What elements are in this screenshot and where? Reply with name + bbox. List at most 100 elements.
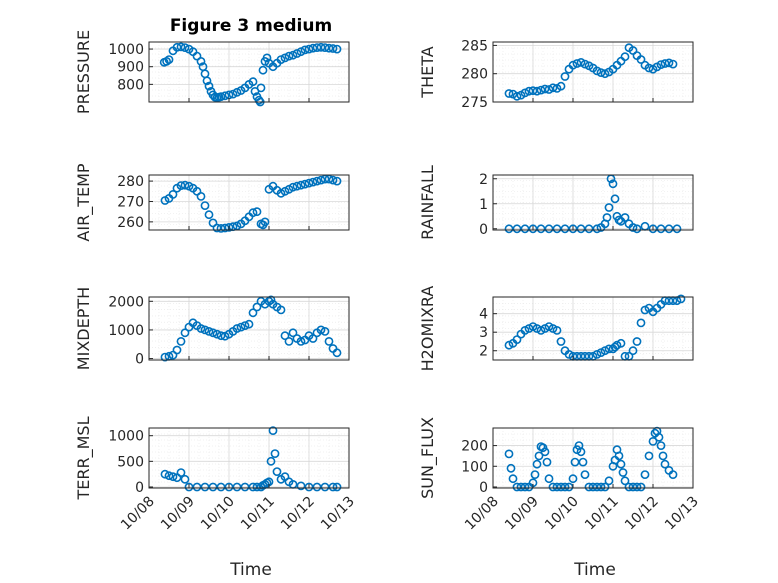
data-point — [252, 302, 262, 312]
x-tick-label: 10/10 — [542, 494, 582, 534]
data-point — [276, 55, 286, 64]
data-point — [552, 325, 562, 335]
y-tick-label: 285 — [461, 38, 488, 54]
data-point — [658, 451, 668, 461]
data-point — [252, 207, 262, 217]
y-tick-label: 280 — [461, 67, 488, 83]
x-tick-label: 10/12 — [622, 494, 662, 534]
data-point — [296, 180, 306, 190]
data-point — [316, 175, 326, 185]
data-point — [328, 44, 338, 53]
data-point — [660, 459, 670, 469]
subplot-sun_flux: 0 100 200 10/08 10/09 10/10 10/11 10/12 10/13 SUN… — [418, 417, 702, 533]
data-point — [620, 52, 630, 62]
data-point — [580, 470, 590, 479]
data-point — [568, 60, 578, 70]
data-point — [636, 55, 646, 64]
data-point — [296, 481, 306, 491]
x-tick-label: 10/13 — [662, 494, 702, 534]
data-point — [512, 335, 522, 344]
data-point — [544, 85, 554, 94]
data-point — [300, 179, 310, 189]
data-point — [528, 86, 538, 96]
data-point — [532, 86, 542, 96]
data-point — [240, 321, 250, 330]
data-point — [262, 53, 272, 63]
data-point — [266, 295, 276, 305]
y-axis-label: SUN_FLUX — [418, 417, 438, 499]
x-tick-label: 10/11 — [238, 494, 278, 534]
data-point — [160, 352, 170, 362]
data-point — [168, 189, 178, 199]
data-point — [324, 43, 334, 53]
data-point — [180, 328, 190, 338]
data-point — [196, 57, 206, 66]
data-point — [284, 51, 294, 61]
data-point — [176, 336, 186, 346]
y-axis-label: RAINFALL — [418, 165, 437, 240]
y-tick-label: 270 — [117, 194, 144, 210]
data-point — [576, 447, 586, 457]
data-point — [656, 60, 666, 69]
data-point — [160, 469, 170, 479]
x-tick-label: 10/13 — [318, 494, 358, 534]
data-point — [604, 203, 614, 212]
y-tick-label: 200 — [461, 439, 488, 455]
x-axis-label-left: Time — [229, 560, 272, 580]
data-point — [232, 482, 242, 492]
axes-box — [148, 41, 350, 103]
data-point — [548, 83, 558, 93]
data-point — [520, 88, 530, 98]
data-point — [616, 338, 626, 348]
subplot-rainfall: 0 1 2 RAINFALL — [418, 165, 694, 240]
axes-box — [492, 427, 694, 489]
y-tick-label: 275 — [461, 95, 488, 111]
data-point — [610, 194, 620, 204]
data-point — [216, 92, 226, 102]
data-point — [568, 474, 578, 484]
data-point — [202, 76, 212, 86]
data-point — [216, 331, 226, 341]
data-point — [332, 44, 342, 54]
axes-box — [492, 296, 694, 361]
axes-box — [492, 41, 694, 103]
data-point — [600, 482, 610, 492]
data-point — [288, 182, 298, 192]
data-point — [180, 43, 190, 52]
data-point — [212, 329, 222, 339]
data-point — [544, 474, 554, 484]
y-tick-label: 500 — [117, 454, 144, 470]
data-point — [632, 224, 642, 234]
data-point — [320, 326, 330, 336]
y-tick-label: 1000 — [108, 42, 144, 58]
y-tick-label: 100 — [461, 459, 488, 475]
data-point — [276, 305, 286, 315]
data-point — [248, 208, 258, 218]
data-point — [560, 72, 570, 81]
data-point — [640, 470, 650, 479]
y-tick-label: 0 — [135, 480, 144, 496]
data-point — [632, 337, 642, 346]
data-point — [204, 210, 214, 220]
data-point — [208, 328, 218, 338]
data-point — [668, 59, 678, 69]
data-point — [560, 482, 570, 492]
data-point — [200, 201, 210, 210]
x-tick-label: 10/08 — [118, 494, 158, 534]
data-point — [240, 482, 250, 492]
data-point — [664, 58, 674, 68]
data-point — [200, 482, 210, 492]
data-point — [248, 77, 258, 87]
data-point — [540, 447, 550, 457]
data-point — [614, 451, 624, 461]
data-point — [608, 179, 618, 189]
figure-title: Figure 3 medium — [170, 16, 332, 36]
data-point — [196, 324, 206, 333]
y-tick-label: 260 — [117, 215, 144, 231]
y-tick-label: 1000 — [108, 323, 144, 339]
data-point — [596, 482, 606, 492]
data-point — [176, 468, 186, 477]
data-point — [504, 449, 514, 459]
y-tick-label: 2 — [479, 172, 488, 188]
data-point — [654, 432, 664, 442]
